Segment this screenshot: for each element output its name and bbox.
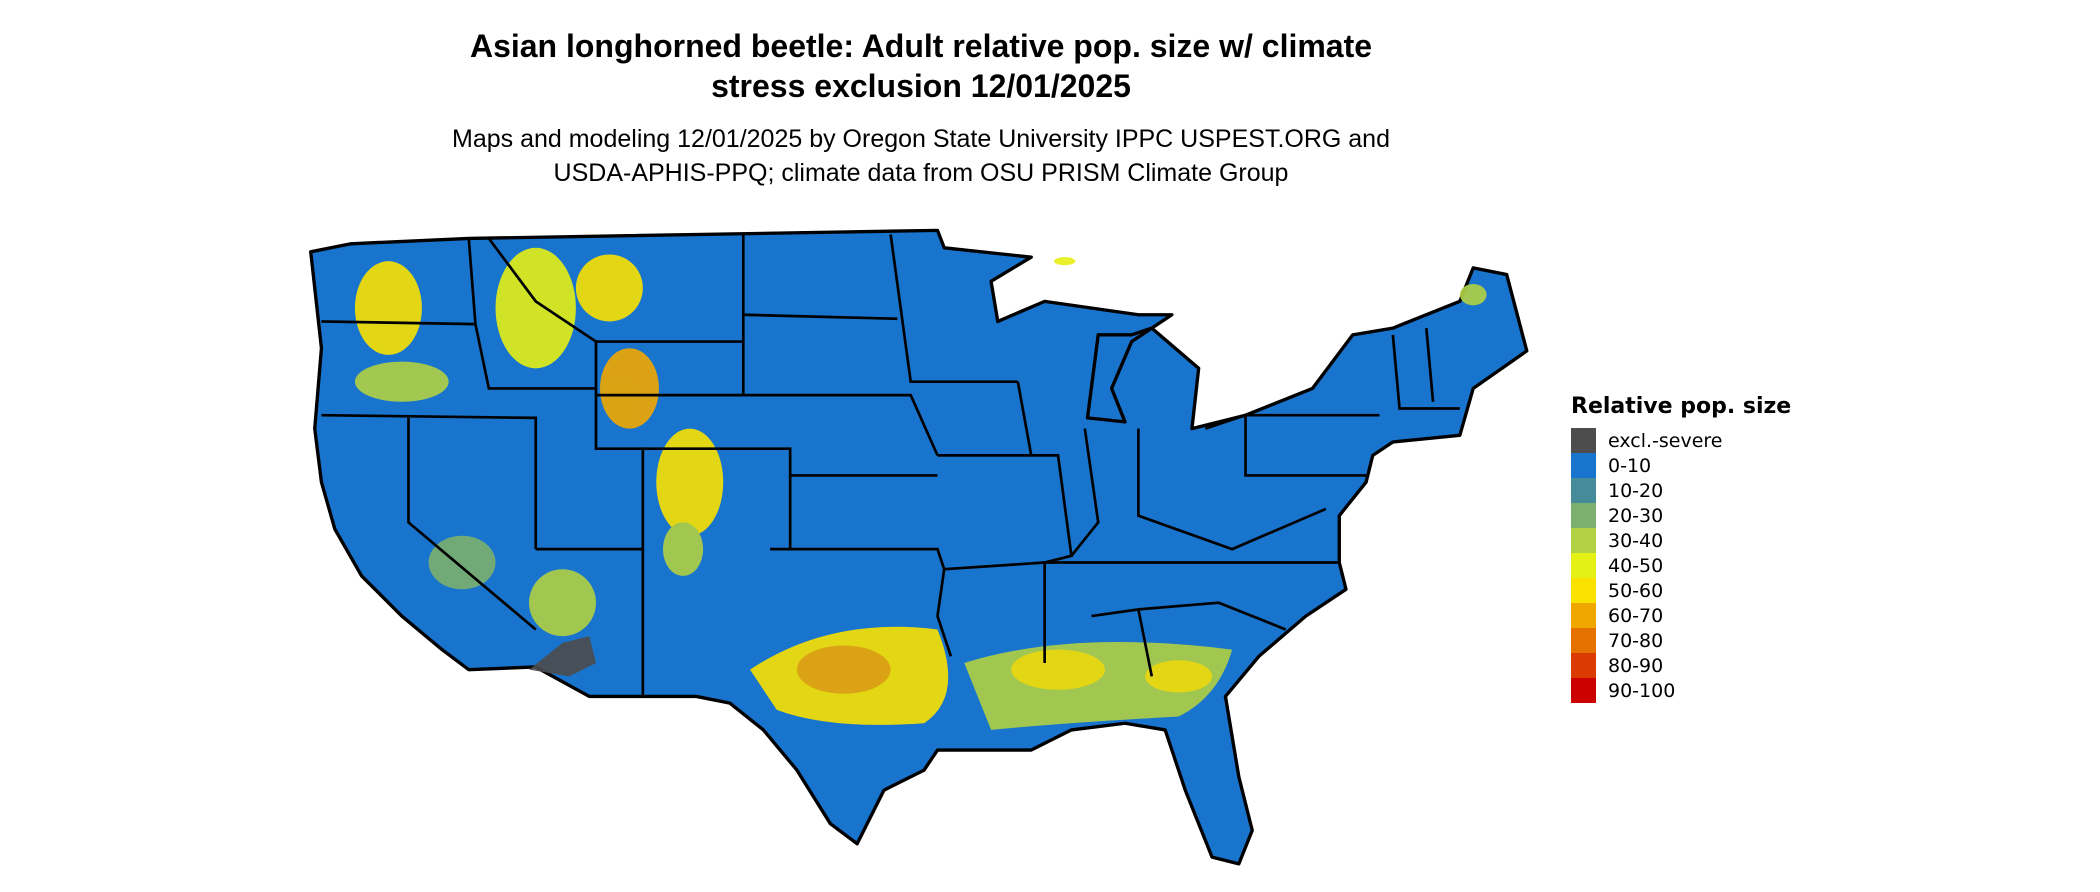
legend-swatch — [1571, 628, 1596, 653]
legend-swatch — [1571, 603, 1596, 628]
us-outline — [309, 228, 1529, 866]
legend-label: 50-60 — [1608, 579, 1664, 602]
legend-swatch — [1571, 678, 1596, 703]
legend-item: 40-50 — [1571, 553, 1791, 578]
legend-item: 30-40 — [1571, 528, 1791, 553]
legend-title: Relative pop. size — [1571, 394, 1792, 419]
legend-label: 10-20 — [1608, 479, 1664, 502]
legend-label: 90-100 — [1608, 679, 1676, 702]
legend-item: 10-20 — [1571, 478, 1791, 503]
map-title: Asian longhorned beetle: Adult relative … — [0, 26, 1842, 106]
legend-label: 80-90 — [1608, 654, 1664, 677]
legend-item: 20-30 — [1571, 503, 1791, 528]
legend-item: 90-100 — [1571, 678, 1791, 703]
legend-swatch — [1571, 453, 1596, 478]
legend-label: 60-70 — [1608, 604, 1664, 627]
legend-label: 20-30 — [1608, 504, 1664, 527]
legend: Relative pop. size excl.-severe 0-10 10-20… — [1571, 392, 1791, 703]
legend-swatch — [1571, 478, 1596, 503]
subtitle-line-1: Maps and modeling 12/01/2025 by Oregon S… — [452, 125, 1390, 153]
state-borders — [321, 234, 1460, 697]
legend-swatch — [1571, 653, 1596, 678]
legend-label: 30-40 — [1608, 529, 1664, 552]
legend-items: excl.-severe 0-10 10-20 20-30 30-40 40-50 50-6… — [1571, 428, 1791, 703]
legend-item: excl.-severe — [1571, 428, 1791, 453]
legend-item: 70-80 — [1571, 628, 1791, 653]
map-subtitle: Maps and modeling 12/01/2025 by Oregon S… — [0, 122, 1842, 190]
legend-item: 0-10 — [1571, 453, 1791, 478]
legend-swatch — [1571, 553, 1596, 578]
legend-label: 40-50 — [1608, 554, 1664, 577]
legend-item: 50-60 — [1571, 578, 1791, 603]
suitability-patches — [354, 247, 1487, 730]
title-line-1: Asian longhorned beetle: Adult relative … — [469, 28, 1373, 64]
subtitle-line-2: USDA-APHIS-PPQ; climate data from OSU PR… — [553, 159, 1289, 187]
legend-item: 80-90 — [1571, 653, 1791, 678]
legend-swatch — [1571, 428, 1596, 453]
legend-label: 70-80 — [1608, 629, 1664, 652]
legend-swatch — [1571, 528, 1596, 553]
legend-item: 60-70 — [1571, 603, 1791, 628]
legend-swatch — [1571, 578, 1596, 603]
legend-label: 0-10 — [1608, 454, 1652, 477]
legend-label: excl.-severe — [1608, 429, 1723, 452]
title-line-2: stress exclusion 12/01/2025 — [711, 68, 1131, 104]
legend-swatch — [1571, 503, 1596, 528]
